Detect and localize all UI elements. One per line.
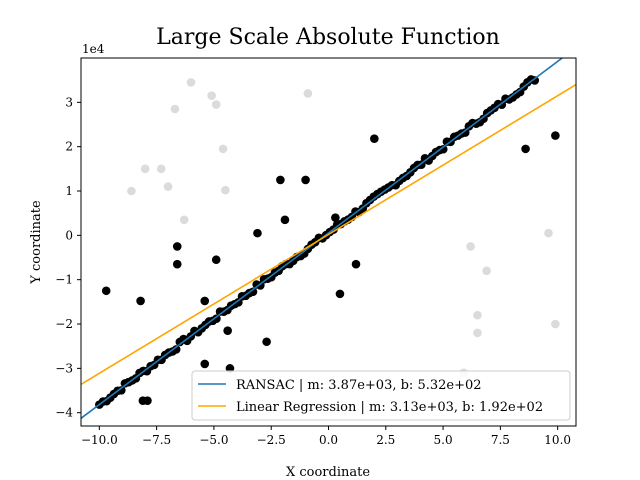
outlier-point (466, 242, 475, 251)
inlier-point (280, 215, 290, 225)
outlier-point (482, 266, 491, 276)
x-tick-label: −10.0 (81, 433, 118, 447)
outlier-point (551, 319, 560, 329)
outlier-point (211, 100, 221, 109)
outlier-point (473, 328, 482, 338)
inlier-point (335, 289, 345, 299)
y-tick-label: 3 (65, 95, 73, 109)
inlier-point (301, 175, 310, 185)
linear-regression-fit-line (81, 83, 576, 386)
outlier-point (303, 89, 313, 98)
y-axis-label: Y coordinate (29, 200, 44, 285)
inlier-point (212, 314, 221, 323)
x-tick-label: 2.5 (376, 433, 395, 447)
y-tick-label: −4 (55, 406, 73, 420)
y-tick-label: −2 (55, 317, 73, 331)
inlier-point (530, 76, 540, 85)
outlier-point (140, 164, 150, 174)
inlier-point (101, 286, 111, 296)
chart-title: Large Scale Absolute Function (156, 25, 500, 50)
inlier-point (200, 359, 210, 369)
inlier-point (331, 213, 340, 222)
legend: RANSAC | m: 3.87e+03, b: 5.32e+02 Linear… (191, 370, 571, 421)
x-axis-label: X coordinate (286, 465, 370, 480)
inlier-point (438, 144, 448, 154)
y-tick-label: 0 (65, 228, 73, 242)
outlier-point (544, 228, 553, 238)
inlier-point (211, 255, 221, 265)
x-tick-label: 7.5 (491, 433, 510, 447)
x-tick-label: 5.0 (434, 433, 453, 447)
x-tick-label: −2.5 (257, 433, 286, 447)
outlier-point (127, 186, 136, 196)
inlier-point (116, 386, 126, 395)
legend-box (191, 370, 571, 421)
y-tick-label: 2 (65, 140, 73, 154)
outlier-point (207, 91, 216, 100)
inlier-point (370, 134, 379, 143)
y-tick-label: −1 (55, 273, 73, 287)
inlier-point (521, 144, 530, 154)
inlier-point (460, 128, 470, 137)
outlier-point (156, 164, 166, 174)
inlier-point (172, 259, 182, 269)
y-tick-label: 1 (65, 184, 73, 198)
outlier-point (221, 185, 230, 195)
inlier-point (223, 326, 232, 335)
x-tick-label: −7.5 (142, 433, 171, 447)
legend-label-linear-regression: Linear Regression | m: 3.13e+03, b: 1.92… (236, 400, 543, 415)
y-offset-label: 1e4 (82, 42, 105, 56)
inlier-point (262, 337, 271, 347)
inlier-point (351, 259, 361, 269)
inlier-point (143, 396, 152, 406)
outlier-point (170, 104, 180, 114)
outlier-point (186, 78, 196, 87)
fit-lines (81, 58, 576, 419)
inlier-point (171, 345, 181, 354)
x-tick-label: 10.0 (544, 433, 571, 447)
outlier-point (179, 215, 189, 225)
inlier-point (200, 296, 210, 306)
inlier-point (136, 296, 145, 306)
outlier-point (218, 144, 228, 154)
y-tick-label: −3 (55, 361, 73, 375)
ransac-fit-line (81, 58, 564, 419)
y-axis-ticks: −4 −3 −2 −1 0 1 2 3 (55, 95, 81, 420)
x-tick-label: 0.0 (319, 433, 338, 447)
outlier-points (127, 78, 560, 378)
x-axis-ticks: −10.0 −7.5 −5.0 −2.5 0.0 2.5 5.0 7.5 10.0 (81, 426, 571, 447)
inlier-point (551, 131, 560, 140)
x-tick-label: −5.0 (199, 433, 228, 447)
plot-frame (80, 57, 577, 427)
outlier-point (163, 182, 173, 191)
outlier-point (473, 310, 482, 320)
inlier-point (276, 175, 285, 185)
inlier-point (248, 287, 258, 297)
inlier-point (172, 242, 182, 251)
inlier-point (253, 228, 262, 238)
legend-label-ransac: RANSAC | m: 3.87e+03, b: 5.32e+02 (236, 378, 482, 393)
